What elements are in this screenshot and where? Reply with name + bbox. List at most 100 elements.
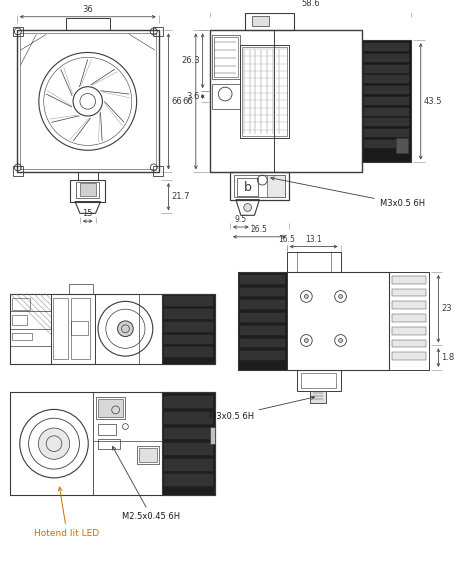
Bar [364, 43, 409, 51]
Bar [10, 294, 215, 364]
Bar [164, 309, 213, 319]
Bar [96, 397, 126, 419]
Bar [362, 40, 411, 162]
Text: 23: 23 [441, 304, 452, 313]
Text: b: b [244, 182, 252, 194]
Bar [153, 26, 163, 36]
Circle shape [339, 294, 343, 298]
Bar [211, 30, 274, 172]
Bar [164, 322, 213, 332]
Circle shape [118, 321, 133, 336]
Bar [392, 352, 425, 360]
Bar [139, 448, 157, 462]
Bar [392, 301, 425, 309]
Bar [240, 313, 285, 322]
Bar [390, 272, 429, 370]
Bar [392, 339, 425, 347]
Bar [162, 294, 215, 364]
Circle shape [305, 294, 308, 298]
Bar [69, 284, 93, 294]
Bar [164, 412, 213, 423]
Bar [392, 314, 425, 322]
Bar [164, 427, 213, 439]
Bar [297, 370, 340, 391]
Bar [240, 275, 285, 284]
Bar [396, 138, 408, 152]
Bar [310, 391, 326, 403]
Bar [162, 392, 215, 495]
Bar [214, 37, 238, 78]
Text: M2.5x0.45 6H: M2.5x0.45 6H [113, 446, 180, 522]
Text: 66: 66 [182, 97, 193, 106]
Text: 26.5: 26.5 [251, 225, 268, 234]
Bar [252, 16, 269, 26]
Bar [364, 65, 409, 72]
Bar [71, 321, 88, 335]
Bar [53, 298, 68, 359]
Bar [98, 439, 120, 449]
Bar [80, 183, 96, 196]
Text: M3x0.5 6H: M3x0.5 6H [208, 396, 314, 420]
Bar [71, 298, 90, 359]
Bar [164, 396, 213, 408]
Bar [240, 351, 285, 360]
Text: 9.5: 9.5 [235, 215, 247, 224]
Circle shape [305, 339, 308, 342]
Bar [364, 107, 409, 116]
Bar [234, 175, 285, 197]
Bar [237, 178, 259, 196]
Text: 26.3: 26.3 [181, 56, 200, 65]
Bar [12, 315, 27, 325]
Bar [364, 129, 409, 137]
Circle shape [39, 428, 70, 459]
Bar [17, 30, 159, 172]
Bar [211, 426, 215, 444]
Bar [164, 443, 213, 455]
Bar [287, 252, 340, 272]
Bar [78, 172, 98, 180]
Bar [95, 294, 139, 364]
Bar [392, 288, 425, 297]
Bar [164, 459, 213, 471]
Bar [12, 298, 30, 310]
Bar [240, 45, 289, 138]
Bar [240, 339, 285, 347]
Text: Hotend lit LED: Hotend lit LED [34, 487, 100, 538]
Bar [76, 182, 100, 198]
Circle shape [339, 339, 343, 342]
Text: 36: 36 [82, 5, 93, 14]
Bar [230, 172, 289, 200]
Text: 16.5: 16.5 [279, 235, 295, 244]
Bar [13, 26, 23, 36]
Bar [364, 119, 409, 126]
Text: 3.6: 3.6 [186, 92, 200, 101]
Bar [98, 423, 116, 435]
Bar [51, 294, 95, 364]
Bar [137, 446, 159, 464]
Bar [211, 30, 362, 172]
Bar [364, 54, 409, 62]
Bar [240, 288, 285, 297]
Bar [242, 47, 287, 136]
Bar [20, 33, 156, 169]
Bar [392, 327, 425, 335]
Text: M3x0.5 6H: M3x0.5 6H [271, 177, 425, 208]
Bar [13, 166, 23, 176]
Bar [70, 180, 106, 201]
Bar [66, 18, 110, 30]
Bar [164, 297, 213, 306]
Text: 58.6: 58.6 [301, 0, 320, 8]
Bar [364, 86, 409, 94]
Bar [238, 272, 287, 370]
Bar [364, 75, 409, 84]
Bar [10, 294, 51, 364]
Bar [245, 13, 293, 30]
Text: 43.5: 43.5 [424, 97, 442, 106]
Text: 15: 15 [82, 209, 93, 218]
Bar [238, 272, 390, 370]
Bar [301, 373, 336, 388]
Bar [98, 399, 123, 417]
Bar [153, 166, 163, 176]
Text: 1.8: 1.8 [441, 353, 455, 362]
Bar [10, 392, 215, 495]
